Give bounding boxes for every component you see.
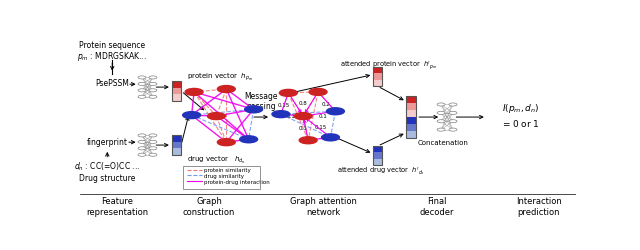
- Bar: [172, 149, 181, 155]
- Circle shape: [240, 136, 257, 143]
- Bar: [406, 125, 416, 132]
- Circle shape: [138, 147, 146, 150]
- Circle shape: [321, 134, 339, 141]
- Bar: [406, 96, 416, 139]
- Circle shape: [138, 154, 146, 157]
- Bar: [406, 96, 416, 103]
- Bar: [373, 68, 382, 74]
- Text: Final
decoder: Final decoder: [420, 196, 454, 216]
- Circle shape: [244, 106, 262, 113]
- Circle shape: [218, 139, 236, 146]
- Circle shape: [138, 141, 146, 144]
- Circle shape: [449, 104, 457, 106]
- Circle shape: [437, 112, 445, 115]
- Circle shape: [149, 134, 157, 138]
- Circle shape: [138, 96, 146, 99]
- Circle shape: [280, 90, 297, 97]
- Text: Concatenation: Concatenation: [417, 140, 468, 146]
- Bar: [172, 136, 181, 142]
- Text: drug vector   $h_{d_n}$: drug vector $h_{d_n}$: [187, 154, 245, 165]
- Circle shape: [437, 104, 445, 106]
- Circle shape: [309, 89, 327, 96]
- Circle shape: [149, 154, 157, 157]
- Text: 0.15: 0.15: [314, 125, 326, 130]
- Text: PsePSSM: PsePSSM: [95, 79, 129, 88]
- Bar: [172, 82, 181, 88]
- Text: Message
passing: Message passing: [244, 92, 278, 111]
- Bar: [373, 68, 382, 87]
- Circle shape: [449, 128, 457, 132]
- Bar: [373, 146, 382, 153]
- Bar: [406, 110, 416, 117]
- Text: $d_n$ : CC(=O)CC ...: $d_n$ : CC(=O)CC ...: [74, 160, 140, 172]
- Bar: [172, 136, 181, 155]
- Circle shape: [149, 141, 157, 144]
- Circle shape: [437, 128, 445, 132]
- Bar: [406, 104, 416, 110]
- Circle shape: [149, 76, 157, 80]
- Text: Feature
representation: Feature representation: [86, 196, 148, 216]
- Bar: [172, 142, 181, 149]
- Text: 0.15: 0.15: [277, 102, 289, 108]
- Circle shape: [294, 113, 312, 120]
- Text: 0.2: 0.2: [321, 102, 330, 106]
- Bar: [406, 132, 416, 139]
- Circle shape: [272, 111, 290, 118]
- Circle shape: [218, 86, 236, 93]
- Bar: [373, 159, 382, 166]
- Bar: [172, 95, 181, 101]
- Circle shape: [149, 83, 157, 86]
- Text: Graph
construction: Graph construction: [183, 196, 235, 216]
- Text: Graph attention
network: Graph attention network: [290, 196, 356, 216]
- Text: drug similarity: drug similarity: [204, 173, 243, 178]
- Circle shape: [138, 76, 146, 80]
- Circle shape: [449, 112, 457, 115]
- Circle shape: [207, 113, 225, 120]
- Text: protein-drug interaction: protein-drug interaction: [204, 179, 269, 184]
- Circle shape: [182, 112, 200, 119]
- Text: fingerprint: fingerprint: [87, 138, 128, 147]
- Circle shape: [449, 120, 457, 123]
- Text: $= 0$ or $1$: $= 0$ or $1$: [501, 118, 540, 129]
- Bar: [183, 167, 260, 189]
- Text: Drug structure: Drug structure: [79, 174, 136, 182]
- Text: $I(p_m, d_n)$: $I(p_m, d_n)$: [502, 102, 540, 114]
- Circle shape: [138, 83, 146, 86]
- Text: Protein sequence: Protein sequence: [79, 40, 145, 50]
- Text: 0.1: 0.1: [319, 113, 328, 118]
- Text: 0.8: 0.8: [299, 101, 308, 106]
- Bar: [373, 74, 382, 80]
- Bar: [373, 146, 382, 166]
- Text: attended protein vector  $h'_{p_m}$: attended protein vector $h'_{p_m}$: [340, 60, 438, 72]
- Bar: [172, 88, 181, 95]
- Text: protein vector  $h_{p_m}$: protein vector $h_{p_m}$: [187, 72, 253, 83]
- Circle shape: [149, 147, 157, 150]
- Text: protein similarity: protein similarity: [204, 168, 250, 172]
- Circle shape: [138, 90, 146, 92]
- Text: Interaction
prediction: Interaction prediction: [516, 196, 562, 216]
- Bar: [406, 118, 416, 125]
- Circle shape: [149, 90, 157, 92]
- Bar: [172, 82, 181, 101]
- Bar: [373, 153, 382, 159]
- Bar: [373, 80, 382, 87]
- Circle shape: [437, 120, 445, 123]
- Text: attended drug vector  $h'_{d_n}$: attended drug vector $h'_{d_n}$: [337, 166, 425, 178]
- Text: 0.3: 0.3: [299, 126, 308, 131]
- Text: 0.1: 0.1: [287, 113, 295, 118]
- Circle shape: [326, 108, 344, 115]
- Text: $p_m$ : MDRGSKAK...: $p_m$ : MDRGSKAK...: [77, 50, 147, 63]
- Circle shape: [149, 96, 157, 99]
- Circle shape: [185, 89, 203, 96]
- Circle shape: [300, 137, 317, 144]
- Circle shape: [138, 134, 146, 138]
